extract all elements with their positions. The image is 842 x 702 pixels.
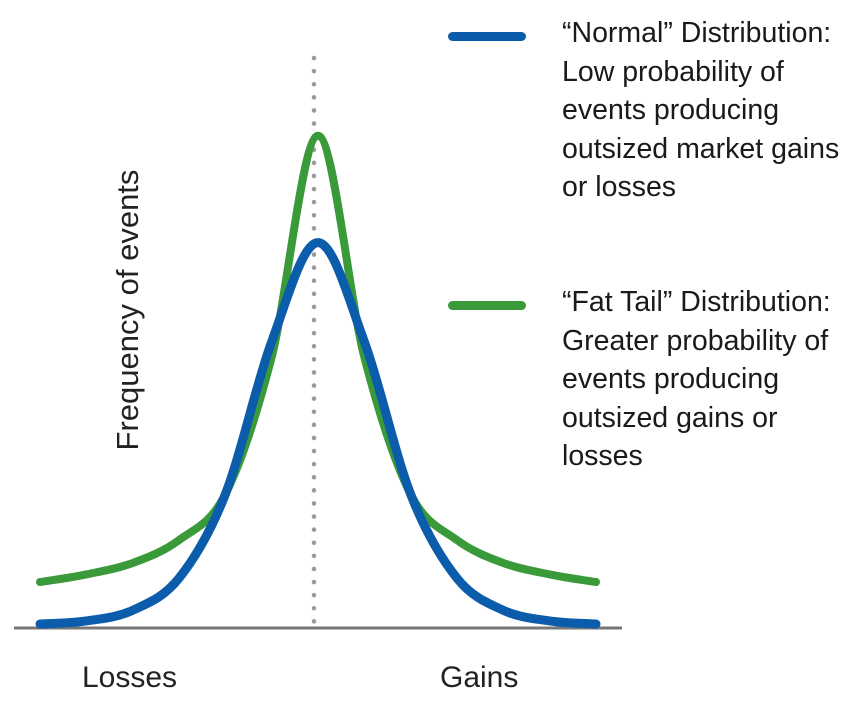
- legend-label-normal: “Normal” Distribution: Low probability o…: [562, 17, 840, 203]
- x-tick-gains: Gains: [440, 661, 519, 694]
- normal-curve: [35, 238, 601, 629]
- legend-swatch-normal: [448, 32, 526, 41]
- x-tick-losses: Losses: [82, 661, 178, 694]
- legend-swatch-fat-tail: [448, 301, 526, 310]
- y-axis-label: Frequency of events: [110, 169, 145, 451]
- legend-label-fat-tail: “Fat Tail” Distribution: Greater probabi…: [562, 286, 831, 472]
- fat-tail-curve: [36, 131, 600, 586]
